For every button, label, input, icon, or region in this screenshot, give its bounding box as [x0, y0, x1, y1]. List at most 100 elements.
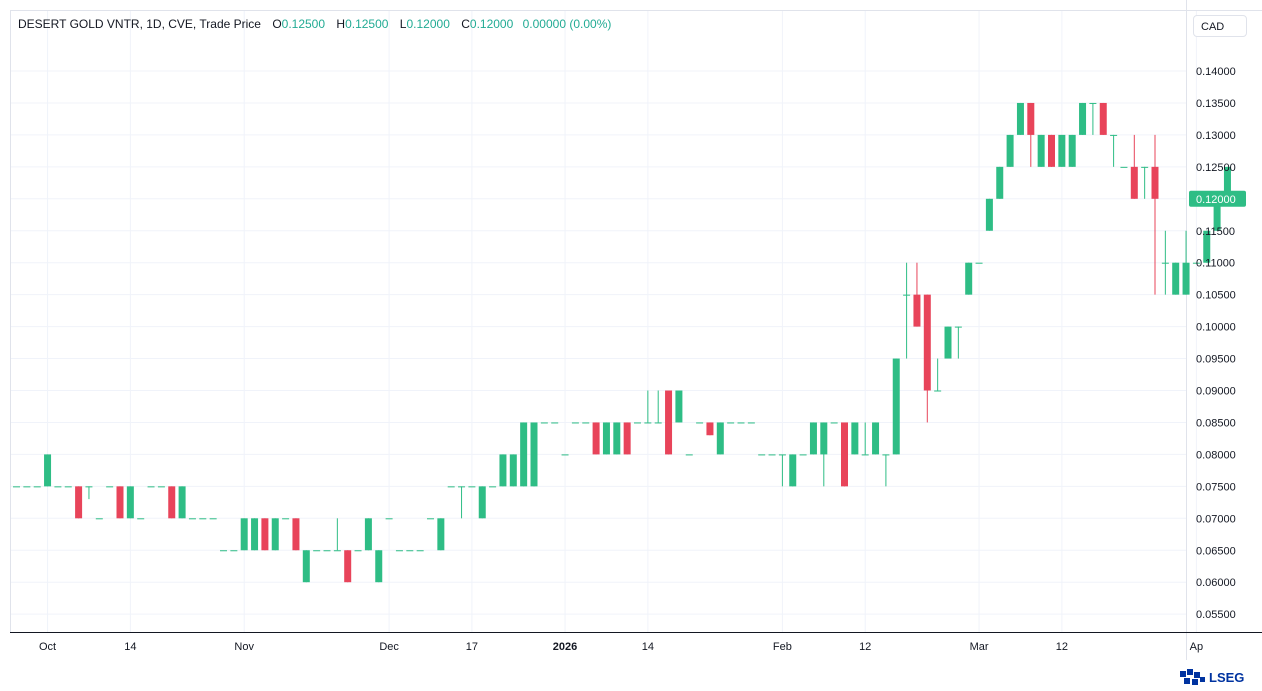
y-tick-label: 0.07000	[1196, 513, 1236, 525]
x-tick-label: 14	[642, 641, 654, 653]
candle-body	[996, 166, 1004, 199]
candle-up	[437, 518, 445, 551]
price-axis[interactable]: 0.14000 0.13500 0.13000 0.12500 0.12000 0.115…	[1189, 66, 1246, 621]
candle-body	[1130, 166, 1138, 199]
candle-up	[95, 518, 103, 520]
candle-up	[1037, 134, 1045, 167]
time-axis[interactable]: Oct 14 Nov Dec 17 2026 14 Feb 12 Mar 12 Ap	[39, 641, 1203, 653]
x-tick-label: 2026	[553, 641, 577, 653]
candle-up	[851, 422, 859, 455]
candle-body	[1099, 102, 1107, 135]
candle-up	[892, 358, 900, 455]
candle-body	[478, 486, 486, 519]
candle-up	[499, 454, 507, 487]
x-tick-label: Oct	[39, 641, 56, 653]
candle-body	[737, 422, 745, 424]
candle-up	[530, 422, 538, 487]
candle-body	[375, 550, 383, 583]
candle-up	[240, 518, 248, 551]
candle-body	[613, 422, 621, 455]
candle-up	[1161, 230, 1169, 295]
candle-body	[934, 390, 942, 392]
candle-up	[934, 358, 942, 392]
candle-up	[468, 486, 476, 488]
candle-down	[75, 486, 83, 519]
candle-body	[851, 422, 859, 455]
candle-body	[261, 518, 269, 551]
candle-body	[1037, 134, 1045, 167]
last-price-marker	[1189, 190, 1246, 207]
candles	[13, 102, 1231, 583]
candle-body	[913, 294, 921, 327]
candle-up	[199, 518, 207, 520]
candle-body	[168, 486, 176, 519]
symbol-info: DESERT GOLD VNTR, 1D, CVE, Trade Price	[18, 17, 261, 31]
candle-body	[489, 486, 497, 488]
candle-body	[903, 294, 911, 296]
candle-body	[230, 550, 238, 552]
candle-up	[126, 486, 134, 519]
open-value: 0.12500	[281, 17, 326, 31]
candle-up	[654, 390, 662, 424]
candle-up	[716, 422, 724, 455]
last-price-label: 0.12000	[1196, 194, 1236, 206]
candle-body	[872, 422, 880, 455]
candle-up	[447, 486, 455, 488]
candle-body	[634, 422, 641, 424]
y-tick-label: 0.14000	[1196, 66, 1236, 78]
candle-body	[468, 486, 476, 488]
candle-body	[364, 518, 372, 551]
candle-up	[333, 518, 341, 552]
candle-body	[178, 486, 186, 519]
candle-up	[747, 422, 755, 424]
candle-up	[313, 550, 321, 552]
candle-down	[841, 422, 848, 487]
candle-up	[271, 518, 279, 551]
candle-body	[147, 486, 155, 488]
x-tick-label: Feb	[773, 641, 792, 653]
candle-up	[147, 486, 155, 488]
candle-body	[923, 294, 931, 391]
candle-body	[892, 358, 900, 455]
candle-body	[427, 518, 434, 520]
candle-up	[489, 486, 497, 488]
candle-body	[789, 454, 797, 487]
candle-body	[696, 422, 704, 424]
candle-up	[23, 486, 31, 488]
candle-body	[458, 486, 466, 488]
candle-up	[520, 422, 528, 487]
candle-down	[261, 518, 269, 551]
candle-up	[809, 422, 817, 455]
y-tick-label: 0.05500	[1196, 609, 1236, 621]
lseg-logo: LSEG	[1180, 669, 1244, 685]
candle-down	[1151, 134, 1159, 295]
candle-body	[209, 518, 217, 520]
candle-up	[302, 550, 310, 583]
candle-body	[406, 550, 414, 552]
candle-body	[64, 486, 72, 488]
candle-up	[613, 422, 621, 455]
x-tick-label: 12	[859, 641, 871, 653]
candle-body	[1151, 166, 1159, 199]
candle-up	[1172, 262, 1180, 295]
candle-up	[996, 166, 1004, 199]
currency-button[interactable]: CAD	[1193, 15, 1247, 37]
candle-body	[1213, 198, 1221, 231]
candle-body	[809, 422, 817, 455]
candle-body	[654, 422, 662, 424]
close-value: 0.12000	[469, 17, 514, 31]
candle-up	[1120, 166, 1128, 168]
candle-up	[478, 486, 486, 519]
candle-body	[282, 518, 290, 520]
candle-body	[644, 422, 652, 424]
y-tick-label: 0.08500	[1196, 417, 1236, 429]
candle-up	[1016, 102, 1024, 135]
candle-body	[95, 518, 103, 520]
candle-body	[54, 486, 62, 488]
candle-up	[106, 486, 114, 488]
candle-down	[592, 422, 600, 455]
candle-body	[271, 518, 279, 551]
y-tick-label: 0.12500	[1196, 162, 1236, 174]
candle-up	[209, 518, 217, 520]
